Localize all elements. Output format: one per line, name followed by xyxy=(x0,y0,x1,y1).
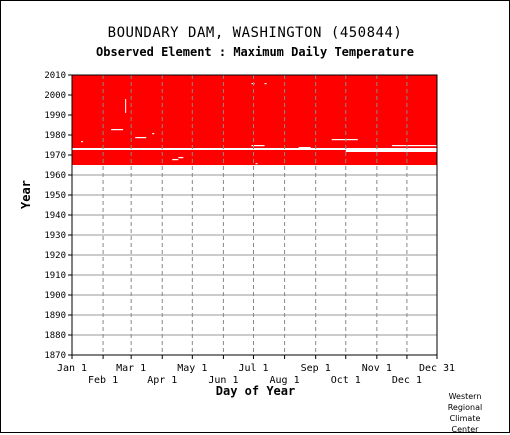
x-tick-label: Sep 1 xyxy=(301,363,331,374)
x-tick-label: Jan 1 xyxy=(57,363,87,374)
missing-data-gap xyxy=(81,141,84,143)
y-tick-label: 2000 xyxy=(44,91,66,101)
credit-block: Western Regional Climate Center xyxy=(435,391,495,435)
x-axis-label: Day of Year xyxy=(215,384,296,398)
missing-data-gap xyxy=(152,133,155,135)
x-tick-label: Jul 1 xyxy=(238,363,268,374)
credit-line: Center xyxy=(451,425,479,434)
y-tick-label: 1890 xyxy=(44,311,66,321)
y-tick-label: 1880 xyxy=(44,331,66,341)
y-tick-label: 1980 xyxy=(44,131,66,141)
missing-data-gap xyxy=(331,139,358,141)
missing-data-gap xyxy=(135,137,147,139)
x-tick-label: Feb 1 xyxy=(88,375,118,386)
missing-data-gap xyxy=(178,157,184,159)
missing-data-gap xyxy=(264,83,267,85)
credit-line: Climate xyxy=(449,414,481,423)
credit-line: Regional xyxy=(447,403,483,412)
x-tick-label: Oct 1 xyxy=(331,375,361,386)
chart-title: BOUNDARY DAM, WASHINGTON (450844) xyxy=(107,25,403,41)
credit-line: Western xyxy=(448,392,482,401)
missing-data-gap xyxy=(251,145,265,147)
x-tick-label: Jun 1 xyxy=(208,375,238,386)
y-tick-label: 1920 xyxy=(44,251,66,261)
missing-data-gap xyxy=(345,150,437,152)
y-tick-label: 1990 xyxy=(44,111,66,121)
missing-data-gap xyxy=(111,129,124,131)
y-tick-label: 1870 xyxy=(44,351,66,361)
x-tick-label: May 1 xyxy=(177,363,207,374)
y-tick-label: 1970 xyxy=(44,151,66,161)
x-tick-label: Aug 1 xyxy=(270,375,300,386)
x-tick-label: Nov 1 xyxy=(362,363,392,374)
y-tick-label: 1950 xyxy=(44,191,66,201)
missing-data-gap xyxy=(251,83,255,85)
y-tick-label: 1960 xyxy=(44,171,66,181)
x-tick-label: Dec 31 xyxy=(419,363,455,374)
x-tick-label: Apr 1 xyxy=(147,375,177,386)
y-tick-label: 1910 xyxy=(44,271,66,281)
x-tick-label: Dec 1 xyxy=(392,375,422,386)
y-tick-label: 1930 xyxy=(44,231,66,241)
chart-subtitle: Observed Element : Maximum Daily Tempera… xyxy=(96,45,414,59)
y-tick-label: 2010 xyxy=(44,71,66,81)
missing-data-gap xyxy=(255,163,258,165)
missing-data-gap xyxy=(172,159,179,161)
y-tick-label: 1900 xyxy=(44,291,66,301)
y-tick-label: 1940 xyxy=(44,211,66,221)
x-tick-label: Mar 1 xyxy=(116,363,146,374)
missing-data-gap xyxy=(72,148,437,150)
missing-data-gap xyxy=(391,145,437,147)
missing-data-gap xyxy=(298,147,311,149)
missing-data-gap xyxy=(125,99,127,113)
